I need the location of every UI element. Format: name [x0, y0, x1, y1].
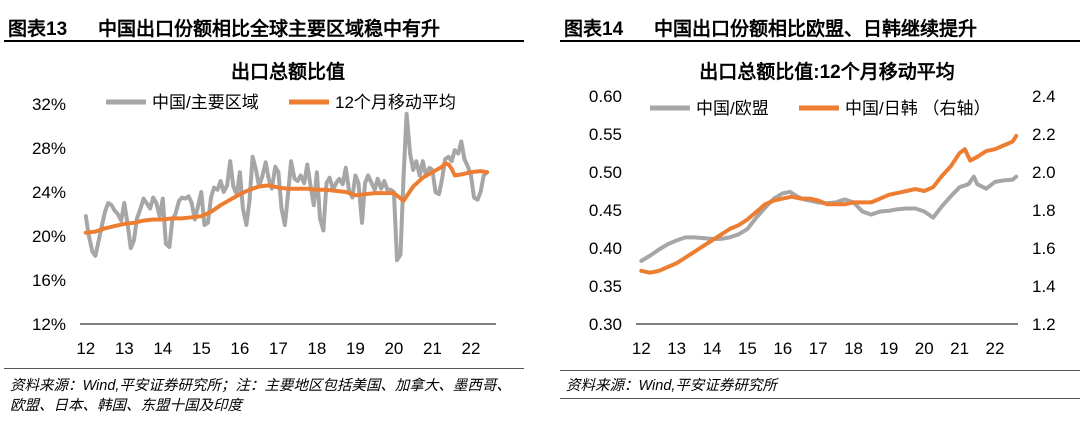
figure-header: 图表13 中国出口份额相比全球主要区域稳中有升 — [4, 4, 524, 42]
legend-label-1: 中国/主要区域 — [152, 93, 259, 112]
source-divider-bottom — [560, 398, 1080, 399]
chart-panel-2: 图表14 中国出口份额相比欧盟、日韩继续提升 出口总额比值:12个月移动平均 0.… — [560, 0, 1080, 424]
chart-title: 出口总额比值 — [231, 60, 345, 83]
x-tick-label: 16 — [230, 339, 249, 358]
x-tick-label: 15 — [738, 339, 757, 358]
x-tick-label: 22 — [986, 339, 1005, 358]
chart-panel-1: 图表13 中国出口份额相比全球主要区域稳中有升 出口总额比值 12% 16% 20% 2… — [4, 0, 524, 424]
x-tick-label: 14 — [703, 339, 722, 358]
figure-title: 中国出口份额相比欧盟、日韩继续提升 — [654, 19, 978, 40]
x-tick-label: 15 — [192, 339, 211, 358]
x-tick-label: 20 — [915, 339, 934, 358]
x-tick-label: 18 — [307, 339, 326, 358]
y-tick-label: 16% — [32, 271, 66, 290]
y-tick-label: 0.45 — [589, 201, 622, 220]
figure-title: 中国出口份额相比全球主要区域稳中有升 — [98, 19, 441, 40]
x-tick-label: 19 — [879, 339, 898, 358]
y2-tick-label: 1.8 — [1032, 201, 1056, 220]
y2-tick-label: 1.2 — [1032, 315, 1056, 334]
y-tick-label: 0.40 — [589, 239, 622, 258]
y-tick-label: 0.55 — [589, 125, 622, 144]
source-note: 资料来源：Wind,平安证券研究所 — [566, 378, 777, 394]
source-divider — [4, 368, 524, 369]
legend-label-1: 中国/欧盟 — [696, 99, 769, 118]
y-tick-label: 0.35 — [589, 277, 622, 296]
x-tick-label: 12 — [76, 339, 95, 358]
x-tick-label: 17 — [269, 339, 288, 358]
figure-label: 图表14 — [564, 19, 624, 40]
y-tick-label: 0.50 — [589, 163, 622, 182]
series-line-1 — [83, 111, 490, 263]
source-divider — [560, 370, 1080, 371]
x-tick-label: 13 — [115, 339, 134, 358]
y-tick-label: 28% — [32, 139, 66, 158]
chart-title: 出口总额比值:12个月移动平均 — [699, 60, 954, 83]
figure-header: 图表14 中国出口份额相比欧盟、日韩继续提升 — [560, 4, 1080, 42]
x-tick-label: 21 — [950, 339, 969, 358]
x-tick-label: 17 — [809, 339, 828, 358]
y2-tick-label: 2.4 — [1032, 87, 1056, 106]
source-note: 资料来源：Wind,平安证券研究所；注：主要地区包括美国、加拿大、墨西哥、欧盟、… — [10, 378, 511, 414]
x-tick-label: 18 — [844, 339, 863, 358]
y-tick-label: 32% — [32, 95, 66, 114]
figure-label: 图表13 — [8, 19, 68, 40]
series-line-2 — [639, 133, 1019, 275]
legend-label-2: 中国/日韩 （右轴） — [845, 99, 990, 118]
x-tick-label: 16 — [773, 339, 792, 358]
series-line-2 — [83, 161, 490, 235]
x-tick-label: 19 — [346, 339, 365, 358]
chart-1-svg: 出口总额比值 12% 16% 20% 24% 28% 32% 12 13 14 15 16 17 18 19… — [32, 60, 496, 358]
x-tick-label: 12 — [632, 339, 651, 358]
y2-tick-label: 1.4 — [1032, 277, 1056, 296]
legend-label-2: 12个月移动平均 — [335, 93, 456, 112]
y2-tick-label: 2.0 — [1032, 163, 1056, 182]
x-tick-label: 22 — [462, 339, 481, 358]
y-tick-label: 0.30 — [589, 315, 622, 334]
x-tick-label: 20 — [384, 339, 403, 358]
x-tick-label: 14 — [153, 339, 172, 358]
y2-tick-label: 1.6 — [1032, 239, 1056, 258]
y-tick-label: 12% — [32, 315, 66, 334]
y2-tick-label: 2.2 — [1032, 125, 1056, 144]
x-tick-label: 21 — [423, 339, 442, 358]
y-tick-label: 24% — [32, 183, 66, 202]
chart-2-svg: 出口总额比值:12个月移动平均 0.30 0.35 0.40 0.45 0.50 0.55 0… — [589, 60, 1056, 358]
x-tick-label: 13 — [667, 339, 686, 358]
y-tick-label: 20% — [32, 227, 66, 246]
y-tick-label: 0.60 — [589, 87, 622, 106]
